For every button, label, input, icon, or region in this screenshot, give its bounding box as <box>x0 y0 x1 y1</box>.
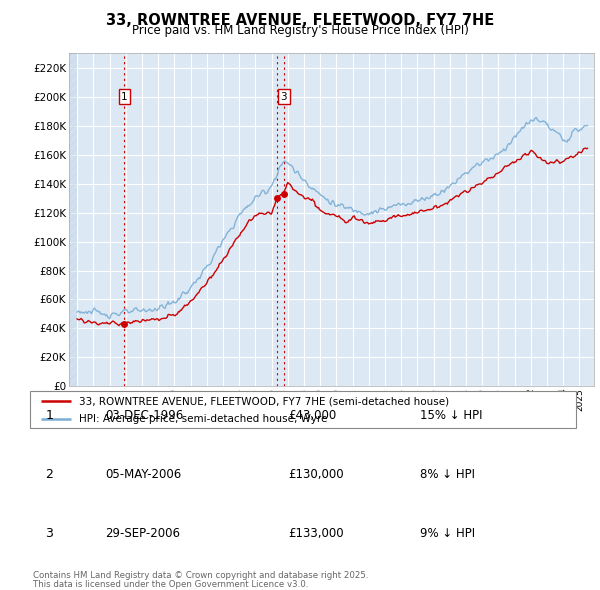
Text: 8% ↓ HPI: 8% ↓ HPI <box>420 468 475 481</box>
Text: Contains HM Land Registry data © Crown copyright and database right 2025.: Contains HM Land Registry data © Crown c… <box>33 571 368 580</box>
Text: 3: 3 <box>280 91 287 101</box>
Text: 05-MAY-2006: 05-MAY-2006 <box>105 468 181 481</box>
Point <box>119 319 129 329</box>
Point <box>279 189 289 198</box>
Text: 9% ↓ HPI: 9% ↓ HPI <box>420 527 475 540</box>
Text: 2: 2 <box>46 468 53 481</box>
Text: This data is licensed under the Open Government Licence v3.0.: This data is licensed under the Open Gov… <box>33 579 308 589</box>
Text: 33, ROWNTREE AVENUE, FLEETWOOD, FY7 7HE (semi-detached house): 33, ROWNTREE AVENUE, FLEETWOOD, FY7 7HE … <box>79 396 449 407</box>
Text: £130,000: £130,000 <box>288 468 344 481</box>
Text: 1: 1 <box>121 91 128 101</box>
Text: £133,000: £133,000 <box>288 527 344 540</box>
Text: 1: 1 <box>46 409 53 422</box>
Text: 15% ↓ HPI: 15% ↓ HPI <box>420 409 482 422</box>
Text: HPI: Average price, semi-detached house, Wyre: HPI: Average price, semi-detached house,… <box>79 414 328 424</box>
FancyBboxPatch shape <box>30 391 576 428</box>
Text: 29-SEP-2006: 29-SEP-2006 <box>105 527 180 540</box>
Text: £43,000: £43,000 <box>288 409 336 422</box>
Text: 3: 3 <box>46 527 53 540</box>
Text: 33, ROWNTREE AVENUE, FLEETWOOD, FY7 7HE: 33, ROWNTREE AVENUE, FLEETWOOD, FY7 7HE <box>106 12 494 28</box>
Text: 03-DEC-1996: 03-DEC-1996 <box>105 409 183 422</box>
Point <box>272 194 282 203</box>
Text: Price paid vs. HM Land Registry's House Price Index (HPI): Price paid vs. HM Land Registry's House … <box>131 24 469 37</box>
